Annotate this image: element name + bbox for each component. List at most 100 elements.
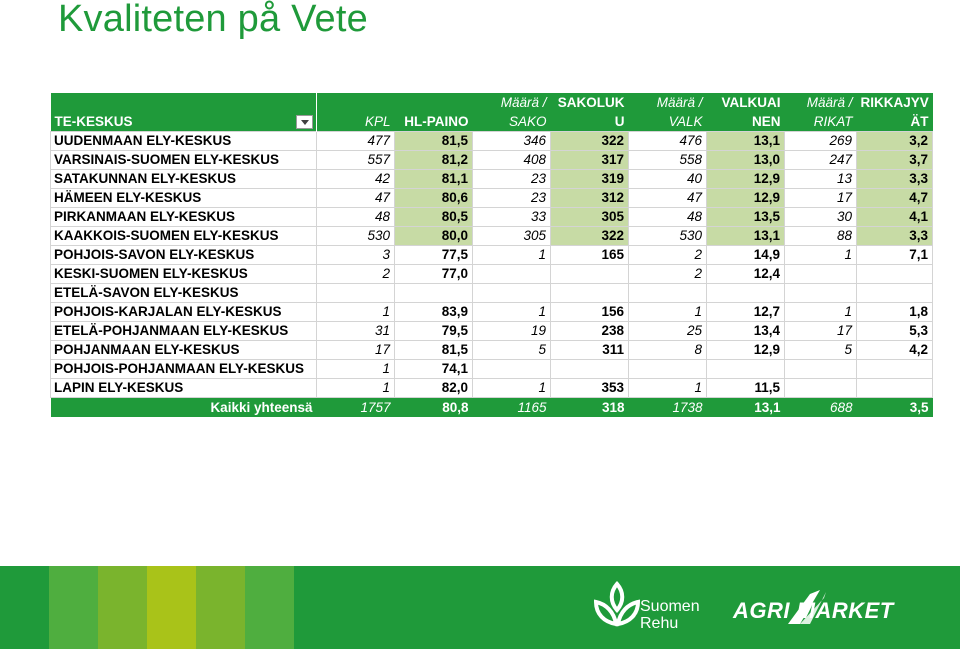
value-cell: 30 (784, 207, 857, 227)
value-cell: 12,9 (706, 169, 785, 189)
value-cell: 40 (628, 169, 707, 189)
value-cell (316, 283, 395, 303)
value-cell (550, 283, 629, 303)
value-cell: 1 (628, 302, 707, 322)
value-cell: 4,7 (856, 188, 933, 208)
value-cell (856, 283, 933, 303)
value-cell (784, 283, 857, 303)
column-header: Määrä / (784, 93, 857, 112)
column-header: SAKOLUK (550, 93, 629, 112)
footer-stripe (147, 566, 196, 649)
value-cell: 82,0 (394, 378, 473, 398)
table-row: LAPIN ELY-KESKUS 1 82,0 1 353 1 11,5 (50, 378, 933, 398)
value-cell: 74,1 (394, 359, 473, 379)
region-name-cell: POHJOIS-POHJANMAAN ELY-KESKUS (50, 359, 317, 379)
table-row: ETELÄ-SAVON ELY-KESKUS (50, 283, 933, 303)
region-name-cell: POHJOIS-SAVON ELY-KESKUS (50, 245, 317, 265)
brand-line-1: Suomen (640, 598, 700, 615)
column-header (394, 93, 473, 112)
value-cell (472, 283, 551, 303)
value-cell: 3,2 (856, 131, 933, 151)
total-label-cell: Kaikki yhteensä (50, 397, 317, 417)
value-cell: 48 (316, 207, 395, 227)
value-cell: 17 (316, 340, 395, 360)
region-name-cell: POHJOIS-KARJALAN ELY-KESKUS (50, 302, 317, 322)
value-cell (706, 359, 785, 379)
value-cell: 7,1 (856, 245, 933, 265)
value-cell: 25 (628, 321, 707, 341)
total-value-cell: 1757 (316, 397, 395, 417)
total-value-cell: 1165 (472, 397, 551, 417)
value-cell: 1 (472, 245, 551, 265)
total-value-cell: 318 (550, 397, 629, 417)
value-cell: 1 (316, 359, 395, 379)
total-value-cell: 13,1 (706, 397, 785, 417)
column-header: NEN (706, 112, 785, 132)
table-row: POHJOIS-POHJANMAAN ELY-KESKUS 1 74,1 (50, 359, 933, 379)
table-row: UUDENMAAN ELY-KESKUS 477 81,5 346 322 476 13,1… (50, 131, 933, 151)
column-header (316, 93, 395, 112)
value-cell (856, 264, 933, 284)
value-cell: 42 (316, 169, 395, 189)
value-cell: 476 (628, 131, 707, 151)
value-cell: 3 (316, 245, 395, 265)
value-cell: 322 (550, 131, 629, 151)
region-name-cell: LAPIN ELY-KESKUS (50, 378, 317, 398)
value-cell: 1 (628, 378, 707, 398)
column-header: RIKKAJYV (856, 93, 933, 112)
column-header: HL-PAINO (394, 112, 473, 132)
value-cell: 13,4 (706, 321, 785, 341)
column-header: U (550, 112, 629, 132)
value-cell: 80,0 (394, 226, 473, 246)
value-cell: 1 (784, 245, 857, 265)
filter-dropdown-button[interactable] (296, 115, 313, 129)
table-body: UUDENMAAN ELY-KESKUS 477 81,5 346 322 476 13,1… (50, 131, 933, 398)
value-cell: 269 (784, 131, 857, 151)
column-header: KPL (316, 112, 395, 132)
column-header (50, 93, 317, 112)
value-cell: 14,9 (706, 245, 785, 265)
value-cell: 2 (316, 264, 395, 284)
column-header: VALKUAI (706, 93, 785, 112)
region-name-cell: PIRKANMAAN ELY-KESKUS (50, 207, 317, 227)
brand-line-2: Rehu (640, 615, 679, 632)
footer-stripe (49, 566, 98, 649)
value-cell: 247 (784, 150, 857, 170)
table-row: ETELÄ-POHJANMAAN ELY-KESKUS 31 79,5 19 238 25… (50, 321, 933, 341)
quality-table-container: Määrä / SAKOLUK Määrä / VALKUAI Määrä / RIKKA… (50, 93, 933, 417)
page-title: Kvaliteten på Vete (58, 0, 368, 40)
value-cell (394, 283, 473, 303)
table-row: POHJANMAAN ELY-KESKUS 17 81,5 5 311 8 12,9 5 4,2 (50, 340, 933, 360)
region-name-cell: VARSINAIS-SUOMEN ELY-KESKUS (50, 150, 317, 170)
value-cell: 13,5 (706, 207, 785, 227)
value-cell: 238 (550, 321, 629, 341)
value-cell: 12,9 (706, 188, 785, 208)
value-cell: 322 (550, 226, 629, 246)
value-cell: 17 (784, 321, 857, 341)
table-row: POHJOIS-SAVON ELY-KESKUS 3 77,5 1 165 2 14,9 1 7… (50, 245, 933, 265)
value-cell: 312 (550, 188, 629, 208)
quality-table: Määrä / SAKOLUK Määrä / VALKUAI Määrä / RIKKA… (50, 93, 933, 417)
total-row: Kaikki yhteensä 1757 80,8 1165 318 1738 13,1 68… (50, 397, 933, 417)
value-cell: 1 (784, 302, 857, 322)
value-cell: 13,1 (706, 131, 785, 151)
value-cell: 17 (784, 188, 857, 208)
value-cell: 47 (628, 188, 707, 208)
table-row: PIRKANMAAN ELY-KESKUS 48 80,5 33 305 48 13,5 30… (50, 207, 933, 227)
footer-bar (0, 566, 960, 649)
value-cell: 81,2 (394, 150, 473, 170)
total-value-cell: 80,8 (394, 397, 473, 417)
value-cell: 346 (472, 131, 551, 151)
value-cell: 12,7 (706, 302, 785, 322)
value-cell: 305 (472, 226, 551, 246)
value-cell: 2 (628, 264, 707, 284)
value-cell: 77,0 (394, 264, 473, 284)
column-header: SAKO (472, 112, 551, 132)
value-cell: 408 (472, 150, 551, 170)
table-row: KESKI-SUOMEN ELY-KESKUS 2 77,0 2 12,4 (50, 264, 933, 284)
value-cell: 557 (316, 150, 395, 170)
value-cell: 8 (628, 340, 707, 360)
table-header: Määrä / SAKOLUK Määrä / VALKUAI Määrä / RIKKA… (50, 93, 933, 132)
region-name-cell: UUDENMAAN ELY-KESKUS (50, 131, 317, 151)
value-cell: 477 (316, 131, 395, 151)
